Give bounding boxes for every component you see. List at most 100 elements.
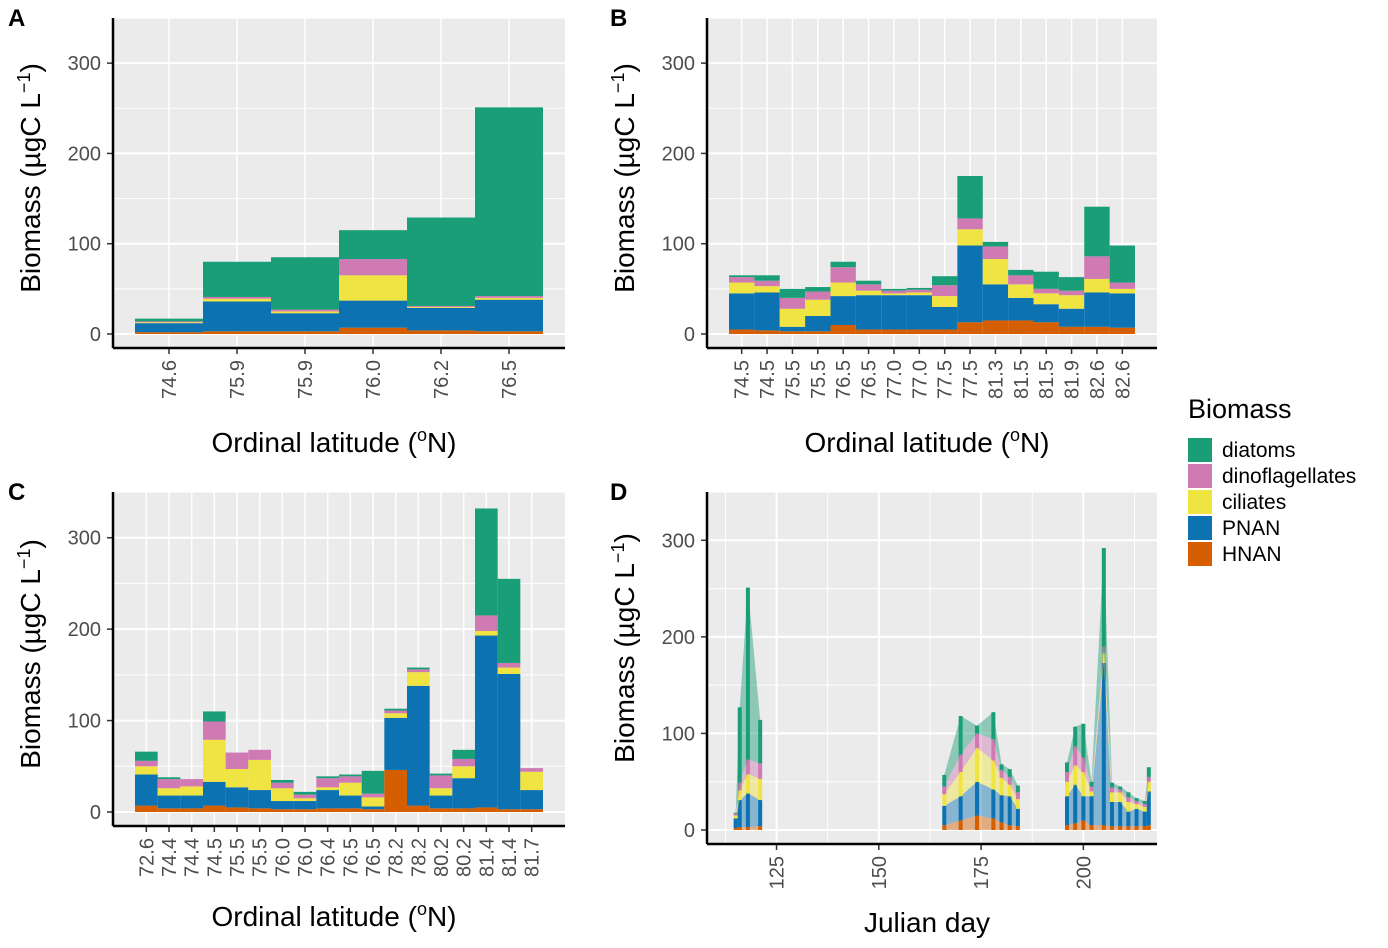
area-band-hnan: [944, 815, 1018, 830]
bar-segment-diatoms: [497, 578, 521, 663]
y-tick-label: 0: [90, 802, 101, 824]
bar-segment-ciliates: [248, 759, 271, 791]
bar-segment-hnan: [429, 808, 453, 812]
sample-bar-dinoflagellates: [999, 770, 1004, 778]
bar-segment-hnan: [384, 769, 407, 812]
sample-bar-ciliates: [1146, 781, 1151, 792]
bar-segment-ciliates: [407, 306, 475, 308]
sample-bar-dinoflagellates: [1142, 803, 1147, 807]
sample-bar-ciliates: [975, 747, 979, 782]
bar-segment-ciliates: [361, 797, 385, 807]
sample-bar-hnan: [1073, 823, 1078, 830]
sample-bar-pnan: [1089, 796, 1094, 826]
bar-segment-diatoms: [475, 107, 543, 297]
bar-segment-diatoms: [1008, 269, 1034, 276]
bar-segment-diatoms: [135, 751, 158, 761]
sample-bar-ciliates: [1142, 806, 1147, 812]
bar-segment-hnan: [497, 809, 521, 812]
bar-segment-hnan: [754, 330, 780, 334]
bar-segment-ciliates: [429, 788, 453, 796]
y-tick-label: 100: [662, 234, 695, 256]
sample-bar-diatoms: [958, 716, 963, 755]
y-tick-label: 200: [662, 627, 695, 649]
sample-bar-dinoflagellates: [1126, 797, 1131, 802]
bar-segment-hnan: [225, 807, 249, 812]
bar-segment-hnan: [339, 808, 362, 812]
bar-segment-dinoflagellates: [157, 779, 181, 789]
sample-bar-hnan: [991, 818, 996, 830]
bar-segment-pnan: [1058, 308, 1085, 327]
bar-segment-pnan: [475, 299, 543, 332]
sample-bar-ciliates: [745, 773, 750, 794]
legend-label-pnan: PNAN: [1222, 517, 1280, 540]
sample-bar-hnan: [1101, 825, 1106, 830]
bar-segment-hnan: [135, 332, 203, 334]
x-tick-label: 76.5: [833, 360, 855, 399]
x-tick-label: 78.2: [408, 838, 430, 877]
bar-segment-pnan: [452, 778, 475, 809]
y-tick-label: 0: [684, 820, 695, 842]
bar-segment-diatoms: [855, 280, 882, 285]
bar-segment-dinoflagellates: [271, 782, 294, 789]
x-tick-label: 76.5: [499, 360, 521, 399]
bar-segment-diatoms: [906, 287, 932, 290]
x-tick-label: 76.4: [318, 838, 340, 877]
bar-segment-dinoflagellates: [729, 277, 755, 283]
bar-segment-ciliates: [1109, 288, 1135, 294]
sample-bar-ciliates: [1065, 781, 1069, 797]
bar-segment-dinoflagellates: [452, 758, 475, 767]
area-group: [733, 587, 763, 830]
area-group: [1065, 548, 1151, 830]
bar-segment-ciliates: [407, 672, 430, 686]
x-tick-label: 81.7: [522, 838, 544, 877]
legend-label-dinoflagellates: dinoflagellates: [1222, 465, 1356, 488]
bar-segment-ciliates: [805, 299, 831, 316]
bar-segment-diatoms: [339, 774, 362, 777]
bar-segment-ciliates: [830, 282, 856, 297]
bar-segment-ciliates: [316, 787, 339, 791]
bar-segment-pnan: [361, 806, 385, 810]
sample-bar-dinoflagellates: [1134, 801, 1139, 804]
bar-segment-pnan: [957, 245, 983, 323]
x-tick-label: 76.5: [363, 838, 385, 877]
bar-segment-ciliates: [135, 322, 203, 324]
sample-bar-pnan: [745, 793, 750, 828]
bar-segment-dinoflagellates: [1058, 290, 1085, 296]
bar-segment-hnan: [729, 329, 755, 334]
x-axis-title: Ordinal latitude (oN): [212, 425, 457, 458]
bar-segment-diatoms: [271, 780, 294, 783]
bar-segment-pnan: [407, 307, 475, 331]
x-tick-label: 77.5: [960, 360, 982, 399]
sample-bar-dinoflagellates: [991, 739, 996, 761]
sample-bar-dinoflagellates: [1007, 776, 1012, 785]
sample-bar-pnan: [1118, 801, 1123, 827]
x-tick-label: 74.5: [732, 360, 754, 399]
bar-segment-dinoflagellates: [475, 615, 498, 631]
bar-segment-hnan: [271, 331, 339, 334]
bar-segment-pnan: [830, 296, 856, 325]
sample-bar-dinoflagellates: [733, 813, 738, 816]
bar-segment-pnan: [855, 295, 882, 330]
bar-segment-pnan: [157, 795, 181, 809]
bar-segment-ciliates: [881, 293, 907, 296]
area-group: [942, 712, 1020, 830]
sample-bar-dinoflagellates: [758, 763, 763, 779]
bar-segment-hnan: [203, 805, 226, 812]
sample-bar-dinoflagellates: [737, 782, 742, 791]
bar-segment-diatoms: [830, 261, 856, 268]
bar-segment-hnan: [339, 327, 407, 334]
bar-segment-dinoflagellates: [1033, 288, 1059, 294]
bar-segment-hnan: [248, 808, 271, 812]
y-tick-label: 0: [90, 324, 101, 346]
bar-segment-hnan: [881, 329, 907, 334]
bar-segment-pnan: [316, 790, 339, 809]
sample-bar-dinoflagellates: [1065, 772, 1069, 782]
sample-bar-pnan: [1073, 784, 1078, 824]
bar-segment-dinoflagellates: [384, 710, 407, 714]
bar-segment-dinoflagellates: [203, 296, 271, 299]
bar-segment-pnan: [135, 323, 203, 333]
x-tick-label: 81.5: [1011, 360, 1033, 399]
sample-bar-dinoflagellates: [958, 754, 963, 773]
sample-bar-diatoms: [733, 812, 738, 814]
bar-segment-diatoms: [157, 777, 181, 780]
